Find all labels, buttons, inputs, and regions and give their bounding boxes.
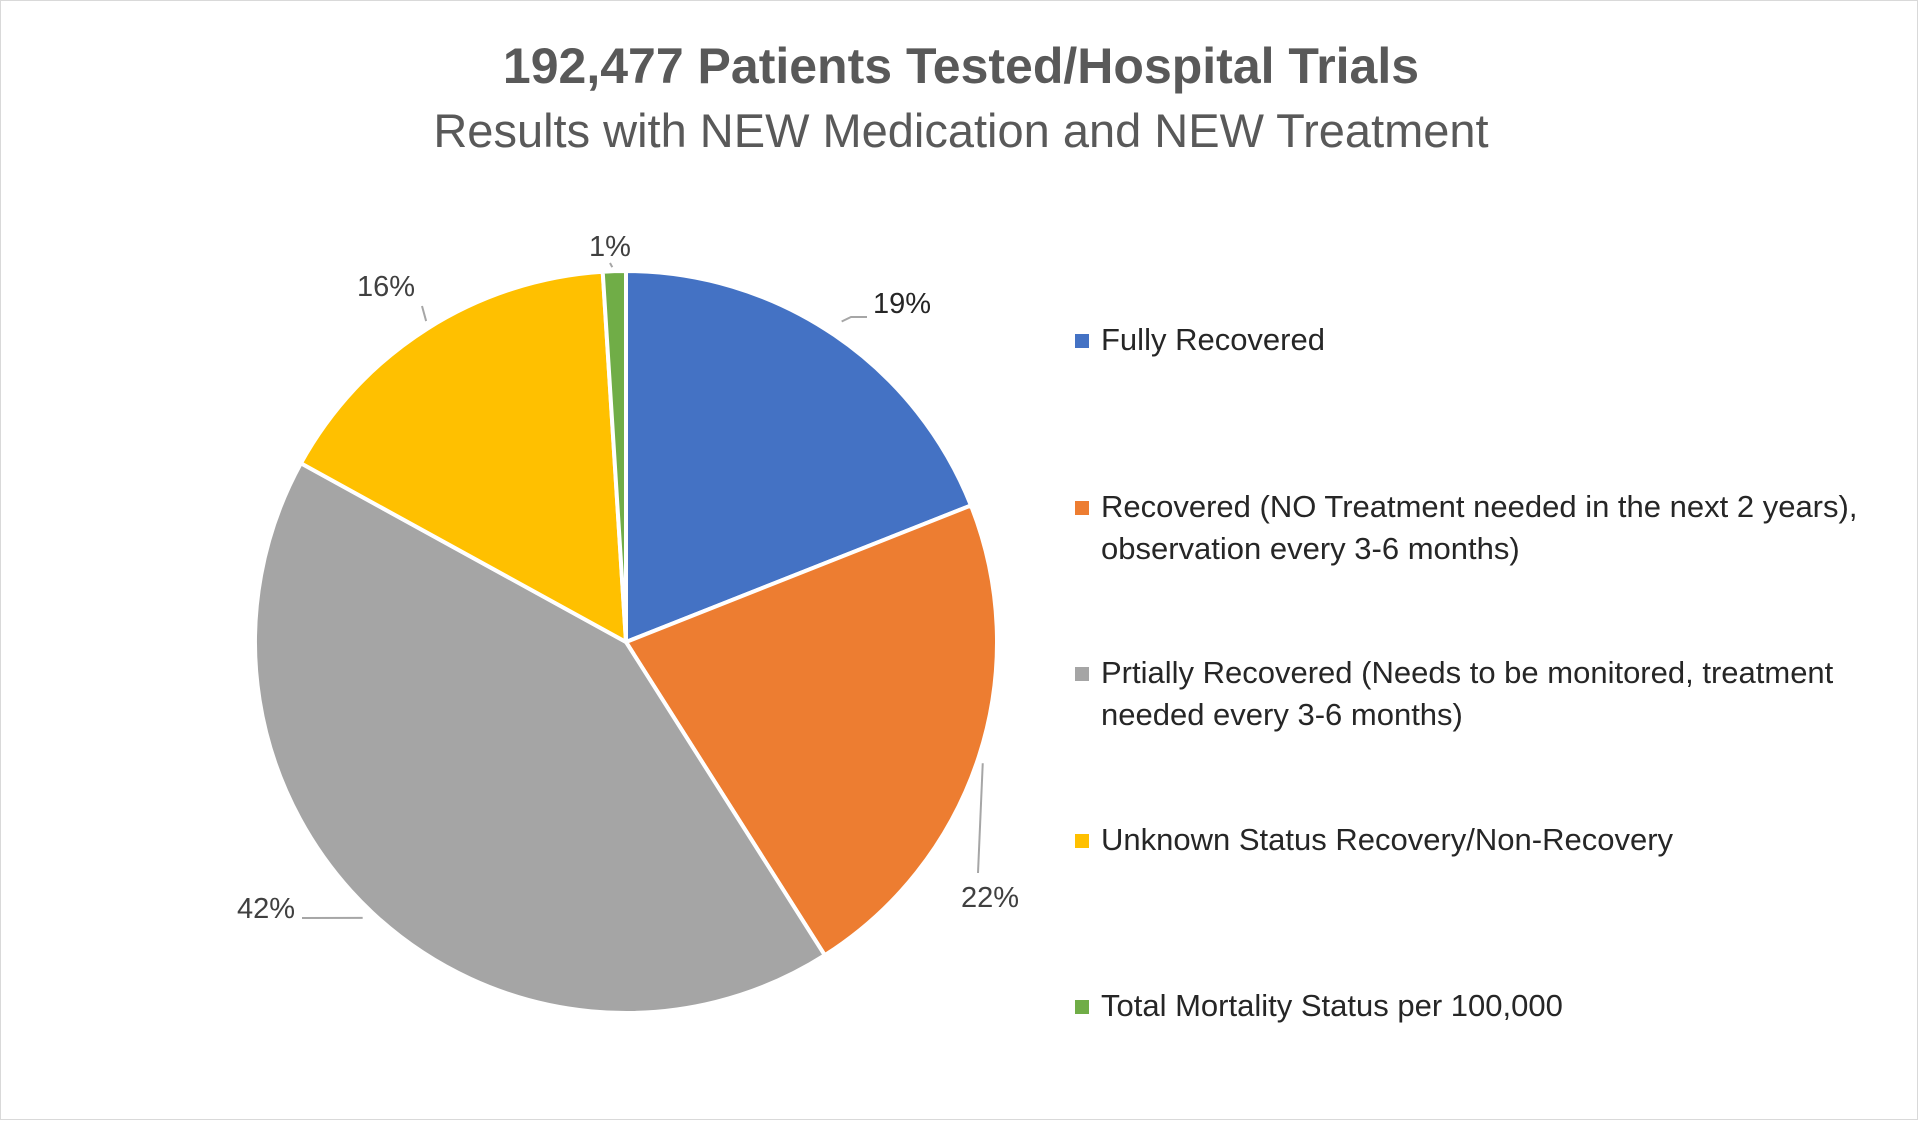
legend-swatch xyxy=(1075,667,1089,681)
legend-label: Prtially Recovered (Needs to be monitore… xyxy=(1101,652,1891,736)
legend-swatch xyxy=(1075,1000,1089,1014)
legend-label: Total Mortality Status per 100,000 xyxy=(1101,985,1891,1027)
legend-label: Unknown Status Recovery/Non-Recovery xyxy=(1101,819,1891,861)
leader-line xyxy=(610,263,612,267)
data-label-unknown-status: 16% xyxy=(357,271,415,303)
leader-line xyxy=(978,763,983,873)
legend-label: Recovered (NO Treatment needed in the ne… xyxy=(1101,486,1891,570)
data-label-total-mortality: 1% xyxy=(589,231,631,263)
legend-swatch xyxy=(1075,834,1089,848)
legend-swatch xyxy=(1075,501,1089,515)
data-label-partially-recovered: 42% xyxy=(237,893,295,925)
legend-swatch xyxy=(1075,334,1089,348)
data-label-recovered: 22% xyxy=(961,882,1019,914)
legend-label: Fully Recovered xyxy=(1101,319,1891,361)
data-label-fully-recovered: 19% xyxy=(873,288,931,320)
leader-line xyxy=(422,306,426,321)
leader-line xyxy=(842,317,867,321)
